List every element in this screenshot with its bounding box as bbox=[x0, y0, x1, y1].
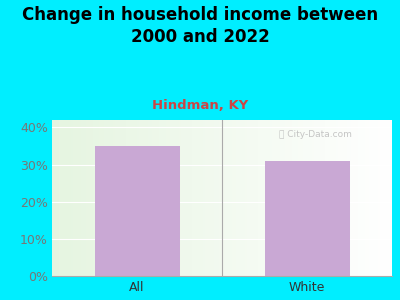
Text: ⓘ City-Data.com: ⓘ City-Data.com bbox=[279, 130, 352, 140]
Text: Change in household income between
2000 and 2022: Change in household income between 2000 … bbox=[22, 6, 378, 46]
Bar bbox=[94, 146, 180, 276]
Text: Hindman, KY: Hindman, KY bbox=[152, 99, 248, 112]
Bar bbox=[264, 161, 350, 276]
